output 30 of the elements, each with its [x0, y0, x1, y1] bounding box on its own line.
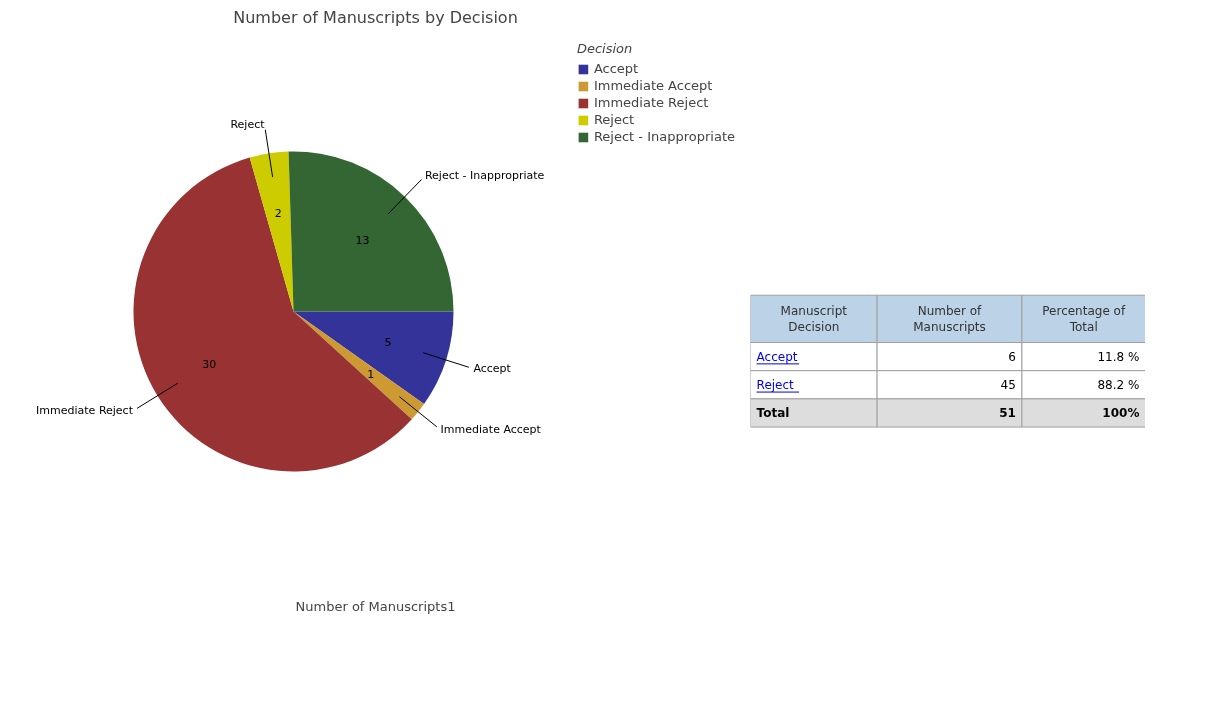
data-label: 100% [1102, 405, 1140, 420]
data-label: 88.2 % [1097, 377, 1140, 392]
text: Manuscript Decision [780, 303, 848, 335]
data-label: 13 [355, 234, 370, 248]
legend-label: Immediate Accept [593, 78, 713, 93]
category-label: Reject [756, 377, 795, 392]
data-label: 1 [367, 367, 375, 381]
series-label: Percentage of Total [1042, 303, 1126, 335]
slice-label: Immediate Reject [36, 404, 134, 418]
series-label: Number of Manuscripts [913, 303, 986, 335]
data-label: 45 [1000, 378, 1016, 393]
text: Number of Manuscripts1 [295, 598, 456, 614]
legend-label: Immediate Reject [593, 95, 709, 110]
data-label: 6 [1008, 350, 1016, 365]
slice-label: Reject [230, 118, 266, 132]
data-label: 30 [202, 357, 217, 371]
legend-label: Reject - Inappropriate [593, 129, 735, 144]
category-label: Accept [756, 349, 798, 364]
data-label: 11.8 % [1097, 349, 1140, 364]
data-label: 2 [274, 207, 282, 221]
chart-title: Number of Manuscripts by Decision [233, 7, 518, 27]
legend-label: Accept [593, 61, 639, 76]
legend-title: Decision [576, 41, 634, 56]
data-label: 5 [384, 335, 392, 349]
category-label: Total [756, 405, 790, 420]
legend-label: Reject [593, 112, 635, 127]
data-label: 51 [999, 406, 1016, 421]
slice-label: Accept [473, 362, 512, 376]
slice-label: Reject - Inappropriate [424, 169, 545, 183]
slice-label: Immediate Accept [440, 423, 542, 437]
